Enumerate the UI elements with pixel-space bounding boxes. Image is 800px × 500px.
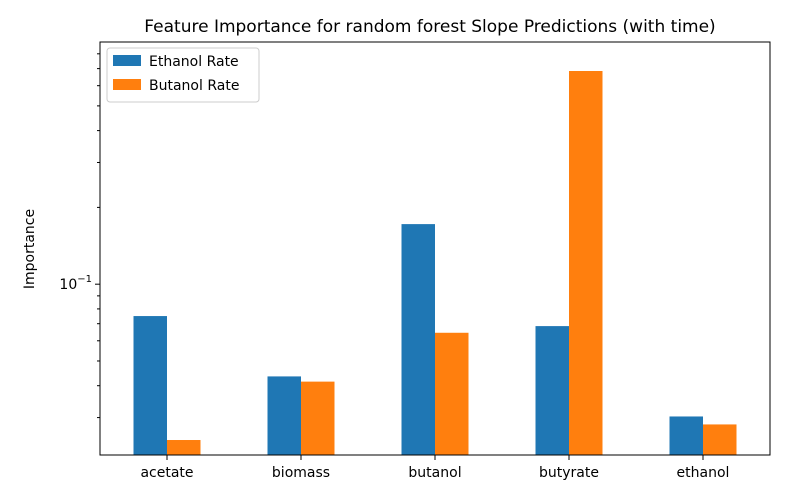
legend-label-ethanol-rate: Ethanol Rate [149, 54, 239, 70]
bar-butanol-butanol-rate [435, 332, 469, 455]
y-axis-label: Importance [22, 209, 38, 289]
x-tick-label-acetate: acetate [140, 465, 193, 481]
chart-title: Feature Importance for random forest Slo… [144, 17, 715, 37]
y-tick-label: 10−1 [59, 274, 92, 293]
x-tick-label-biomass: biomass [272, 465, 330, 481]
bar-acetate-ethanol-rate [133, 316, 167, 455]
legend-swatch-ethanol-rate [113, 55, 141, 66]
bar-butyrate-ethanol-rate [535, 326, 569, 455]
x-tick-label-butyrate: butyrate [539, 465, 599, 481]
bar-ethanol-ethanol-rate [669, 416, 703, 455]
legend-swatch-butanol-rate [113, 79, 141, 90]
bar-biomass-ethanol-rate [267, 376, 301, 455]
bar-acetate-butanol-rate [167, 440, 201, 455]
bars-group [133, 71, 737, 455]
plot-frame [99, 41, 771, 456]
bar-biomass-butanol-rate [301, 381, 335, 455]
legend-box [106, 47, 260, 103]
bar-ethanol-butanol-rate [703, 424, 737, 455]
legend-label-butanol-rate: Butanol Rate [149, 78, 239, 94]
y-axis: 10−1 [59, 53, 100, 419]
x-tick-label-butanol: butanol [408, 465, 461, 481]
bar-butanol-ethanol-rate [401, 224, 435, 455]
x-tick-label-ethanol: ethanol [677, 465, 730, 481]
bar-butyrate-butanol-rate [569, 71, 603, 455]
legend: Ethanol Rate Butanol Rate [106, 47, 260, 103]
x-axis: acetate biomass butanol butyrate ethanol [140, 455, 729, 481]
